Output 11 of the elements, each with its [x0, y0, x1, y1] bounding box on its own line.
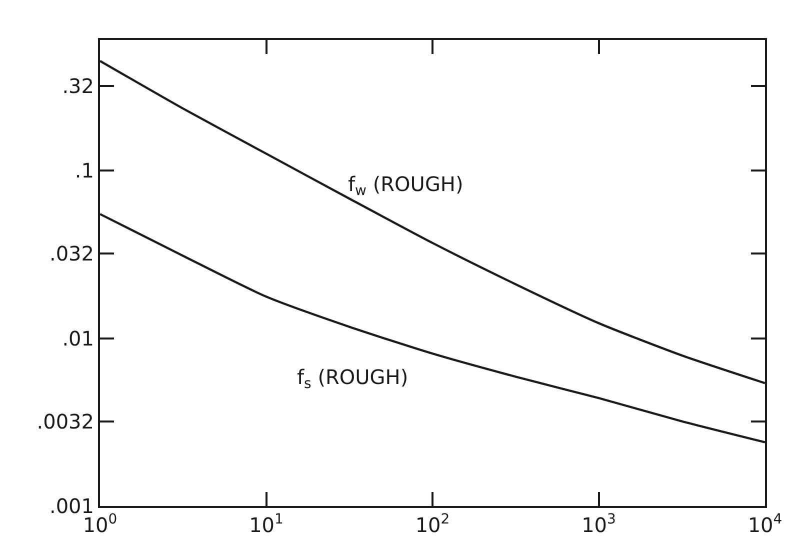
x-tick-label: 10$^{4}$	[748, 512, 782, 537]
annotation: f$_{w}$ (ROUGH)	[348, 172, 464, 200]
y-tick-label: .0032	[36, 409, 94, 434]
x-tick-label: 10$^{1}$	[249, 512, 284, 537]
y-tick-label: .32	[62, 74, 94, 98]
x-tick-label: 10$^{2}$	[415, 512, 450, 537]
y-tick-label: .032	[49, 242, 94, 266]
y-tick-label: .01	[62, 326, 94, 350]
y-tick-label: .1	[74, 158, 94, 183]
x-tick-label: 10$^{3}$	[582, 512, 616, 537]
annotation: f$_{s}$ (ROUGH)	[297, 365, 408, 392]
